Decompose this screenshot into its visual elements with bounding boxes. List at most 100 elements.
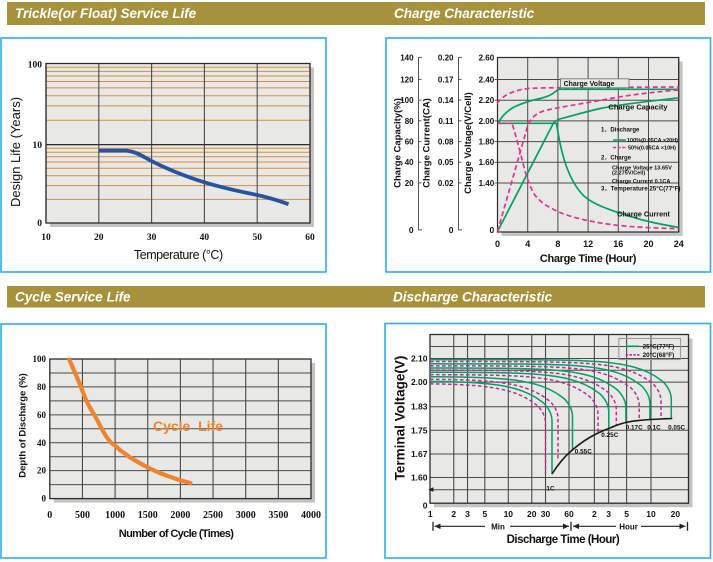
svg-text:0.11: 0.11 bbox=[438, 117, 454, 126]
svg-text:2.00: 2.00 bbox=[479, 117, 495, 126]
svg-text:0: 0 bbox=[495, 239, 500, 249]
svg-text:Charge Characteristic: Charge Characteristic bbox=[394, 6, 535, 21]
svg-text:Cycle Life: Cycle Life bbox=[153, 418, 223, 434]
svg-text:1.60: 1.60 bbox=[411, 473, 428, 483]
svg-text:8: 8 bbox=[555, 239, 560, 249]
svg-text:0.14: 0.14 bbox=[438, 96, 454, 105]
svg-text:Charge Capacity(%): Charge Capacity(%) bbox=[393, 98, 404, 188]
svg-text:20: 20 bbox=[37, 466, 47, 476]
svg-text:40: 40 bbox=[405, 158, 414, 167]
svg-text:3500: 3500 bbox=[268, 510, 288, 521]
svg-text:120: 120 bbox=[400, 75, 414, 84]
svg-text:60: 60 bbox=[564, 509, 574, 519]
svg-text:1500: 1500 bbox=[138, 510, 158, 521]
svg-text:1000: 1000 bbox=[105, 510, 125, 521]
svg-text:2000: 2000 bbox=[170, 510, 190, 521]
svg-text:0.55C: 0.55C bbox=[575, 449, 592, 456]
svg-text:1C: 1C bbox=[546, 486, 555, 493]
svg-text:Charge Voltage(V/Cell): Charge Voltage(V/Cell) bbox=[463, 92, 474, 194]
svg-text:140: 140 bbox=[400, 53, 414, 62]
svg-text:Discharge Time (Hour): Discharge Time (Hour) bbox=[507, 534, 620, 546]
svg-text:Charge Voltage 13.65V: Charge Voltage 13.65V bbox=[612, 166, 672, 172]
svg-text:50%(0.05CA ×10H): 50%(0.05CA ×10H) bbox=[628, 146, 676, 152]
svg-text:0: 0 bbox=[47, 510, 52, 521]
svg-text:3: 3 bbox=[606, 509, 611, 519]
svg-text:Terminal Voltage(V): Terminal Voltage(V) bbox=[393, 356, 408, 481]
svg-text:(2.275V/Cell): (2.275V/Cell) bbox=[612, 171, 645, 177]
svg-text:0.17C: 0.17C bbox=[626, 425, 643, 432]
svg-text:0.1C: 0.1C bbox=[647, 425, 661, 432]
svg-text:500: 500 bbox=[75, 510, 90, 521]
svg-text:0: 0 bbox=[37, 219, 42, 229]
svg-text:3: 3 bbox=[465, 509, 470, 519]
svg-text:0.08: 0.08 bbox=[438, 138, 454, 147]
svg-text:16: 16 bbox=[613, 239, 623, 249]
svg-text:Number of Cycle (Times): Number of Cycle (Times) bbox=[119, 528, 234, 540]
svg-text:Trickle(or Float) Service Life: Trickle(or Float) Service Life bbox=[15, 6, 197, 21]
svg-text:Min: Min bbox=[491, 522, 505, 531]
svg-text:1.40: 1.40 bbox=[479, 179, 495, 188]
svg-text:10: 10 bbox=[33, 141, 43, 151]
svg-text:2500: 2500 bbox=[203, 510, 223, 521]
svg-text:1.75: 1.75 bbox=[411, 425, 428, 435]
svg-text:100: 100 bbox=[33, 354, 47, 364]
svg-text:2: 2 bbox=[592, 509, 597, 519]
svg-text:1: 1 bbox=[428, 509, 433, 519]
svg-text:10: 10 bbox=[41, 233, 51, 243]
svg-text:5: 5 bbox=[624, 509, 629, 519]
svg-text:2.40: 2.40 bbox=[479, 75, 495, 84]
svg-text:Charge Capacity: Charge Capacity bbox=[608, 102, 668, 111]
svg-text:20: 20 bbox=[405, 179, 414, 188]
svg-text:4000: 4000 bbox=[301, 510, 321, 521]
svg-text:20: 20 bbox=[643, 239, 653, 249]
svg-text:0.02: 0.02 bbox=[438, 179, 454, 188]
svg-text:1.80: 1.80 bbox=[479, 138, 495, 147]
svg-text:2.60: 2.60 bbox=[479, 53, 495, 62]
svg-text:Depth of Discharge (%): Depth of Discharge (%) bbox=[18, 373, 29, 478]
svg-text:60: 60 bbox=[405, 138, 414, 147]
svg-text:10: 10 bbox=[504, 509, 514, 519]
svg-text:Charge Current 0.1CA: Charge Current 0.1CA bbox=[612, 179, 670, 185]
svg-text:4: 4 bbox=[525, 239, 530, 249]
svg-text:2: 2 bbox=[451, 509, 456, 519]
svg-text:20: 20 bbox=[527, 509, 537, 519]
svg-text:25°C(77°F): 25°C(77°F) bbox=[643, 343, 675, 351]
svg-text:0.17: 0.17 bbox=[438, 75, 454, 84]
svg-text:0: 0 bbox=[42, 494, 47, 504]
svg-text:30: 30 bbox=[147, 233, 157, 243]
svg-text:60: 60 bbox=[37, 410, 47, 420]
svg-text:20: 20 bbox=[671, 509, 681, 519]
svg-text:2.20: 2.20 bbox=[479, 96, 495, 105]
svg-text:0.25C: 0.25C bbox=[601, 432, 618, 439]
svg-text:1.60: 1.60 bbox=[479, 158, 495, 167]
svg-text:50: 50 bbox=[252, 233, 262, 243]
svg-text:80: 80 bbox=[405, 117, 414, 126]
svg-text:20°C(68°F): 20°C(68°F) bbox=[643, 351, 675, 359]
svg-text:1.83: 1.83 bbox=[411, 402, 428, 412]
svg-text:Discharge Characteristic: Discharge Characteristic bbox=[393, 290, 553, 305]
svg-text:Cycle Service Life: Cycle Service Life bbox=[15, 290, 131, 305]
svg-text:100: 100 bbox=[400, 96, 414, 105]
svg-text:2.00: 2.00 bbox=[411, 377, 428, 387]
svg-text:Charge Current(CA): Charge Current(CA) bbox=[422, 98, 433, 188]
svg-text:3．Temperature 25°C(77°F): 3．Temperature 25°C(77°F) bbox=[601, 185, 680, 192]
svg-text:5: 5 bbox=[482, 509, 487, 519]
svg-text:80: 80 bbox=[37, 382, 47, 392]
svg-text:Temperature (°C): Temperature (°C) bbox=[134, 248, 223, 262]
svg-text:3000: 3000 bbox=[236, 510, 256, 521]
svg-text:40: 40 bbox=[37, 438, 47, 448]
svg-text:20: 20 bbox=[94, 233, 104, 243]
svg-text:0: 0 bbox=[423, 501, 428, 511]
svg-text:2.10: 2.10 bbox=[411, 354, 428, 364]
svg-text:2．Charge: 2．Charge bbox=[601, 155, 632, 161]
svg-text:40: 40 bbox=[200, 233, 210, 243]
svg-text:0: 0 bbox=[489, 225, 494, 235]
svg-text:12: 12 bbox=[583, 239, 593, 249]
svg-text:Design Life (Years): Design Life (Years) bbox=[8, 97, 23, 207]
svg-text:30: 30 bbox=[541, 509, 551, 519]
svg-text:0: 0 bbox=[449, 225, 454, 235]
svg-text:10: 10 bbox=[646, 509, 656, 519]
svg-text:0: 0 bbox=[409, 225, 414, 235]
svg-text:1．Discharge: 1．Discharge bbox=[601, 128, 640, 134]
svg-text:Charge Current: Charge Current bbox=[617, 209, 670, 218]
